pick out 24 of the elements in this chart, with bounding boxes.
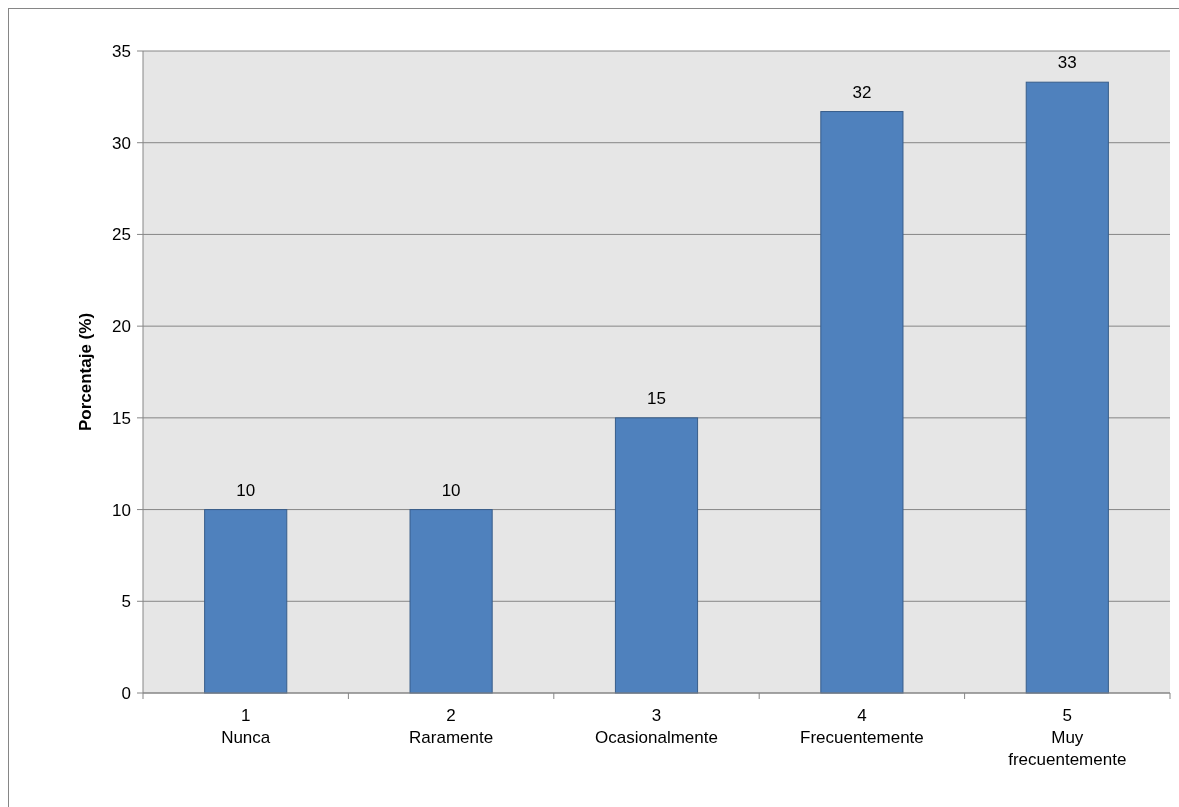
bar — [820, 111, 904, 694]
bar — [409, 509, 493, 694]
bar — [204, 509, 288, 694]
bar — [1025, 81, 1109, 694]
data-label: 10 — [441, 480, 461, 500]
x-tick-label: 3 Ocasionalmente — [595, 706, 718, 747]
y-tick-label: 30 — [112, 133, 131, 153]
x-tick-label: 4 Frecuentemente — [800, 706, 924, 747]
data-label: 10 — [236, 480, 256, 500]
y-axis-title: Porcentaje (%) — [76, 312, 95, 432]
data-label: 15 — [647, 388, 666, 408]
y-tick-label: 5 — [121, 592, 131, 612]
y-tick-label: 25 — [112, 225, 131, 245]
bar — [614, 417, 699, 694]
y-tick-label: 0 — [121, 683, 131, 703]
x-tick-label: 2 Raramente — [409, 706, 494, 747]
x-tick-label: 1 Nunca — [221, 706, 271, 747]
y-tick-label: 20 — [112, 317, 131, 337]
y-tick-label: 35 — [112, 41, 131, 61]
data-label: 32 — [852, 82, 872, 102]
x-tick-label: 5 Muy frecuentemente — [1008, 706, 1127, 769]
data-label: 33 — [1057, 53, 1077, 73]
y-tick-label: 15 — [112, 408, 131, 428]
y-tick-label: 10 — [112, 500, 131, 520]
